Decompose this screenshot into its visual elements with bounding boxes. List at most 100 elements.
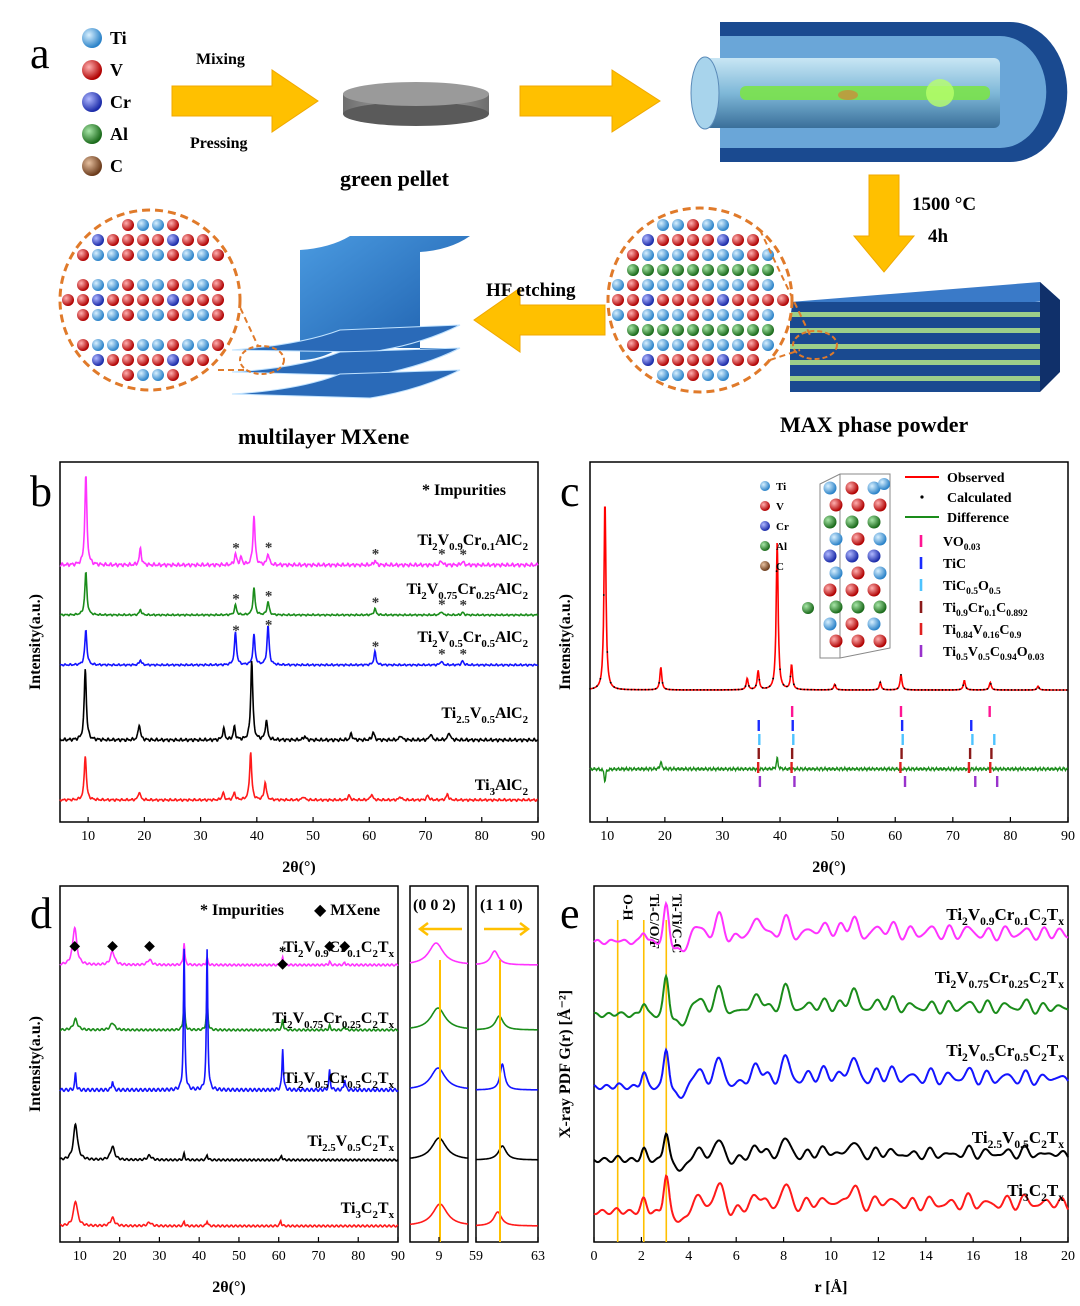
green-pellet-label: green pellet xyxy=(340,166,450,191)
calculated-point xyxy=(744,685,747,688)
calculated-point xyxy=(810,688,813,691)
calculated-point xyxy=(837,688,840,691)
panel-b-xlabel: 2θ(°) xyxy=(282,859,315,876)
impurity-mark: * xyxy=(438,597,446,613)
panel-d-xtick-label: 40 xyxy=(192,1249,206,1264)
temperature-label: 1500 °C xyxy=(912,194,976,215)
calculated-point xyxy=(1014,689,1016,691)
panel-b-series-2 xyxy=(59,625,539,668)
panel-c-ylabel: Intensity(a.u.) xyxy=(557,594,574,690)
panel-b-series-0 xyxy=(59,476,539,568)
calculated-point xyxy=(775,570,778,573)
yellow-arrow-icon xyxy=(171,69,319,133)
reference-label-0: O-H xyxy=(620,894,635,921)
calculated-point xyxy=(844,688,847,691)
panel-e-series-0 xyxy=(593,900,1069,953)
heating-arrow: 1500 °C 4h xyxy=(852,174,976,273)
mxene-marker-icon: ◆ xyxy=(324,939,335,954)
panel-c-xtick-label: 80 xyxy=(1003,829,1017,844)
calculated-point xyxy=(623,688,626,691)
calculated-point xyxy=(696,688,699,691)
mxene-marker-icon: ◆ xyxy=(107,939,118,954)
calculated-point xyxy=(609,681,612,684)
calculated-point xyxy=(1065,689,1068,691)
calculated-point xyxy=(678,688,681,691)
crystal-structure-inset: Ti V Cr Al C xyxy=(760,473,891,659)
zoom-110-label: (1 1 0) xyxy=(480,897,523,914)
panel-e-series-label-1: Ti2​V0.75​Cr0.25​C2​Tx​ xyxy=(935,968,1065,991)
impurity-mark: * xyxy=(232,592,240,608)
element-label-c: C xyxy=(110,156,123,176)
legend-observed: Observed xyxy=(947,471,1005,486)
impurity-mark: * xyxy=(232,540,240,556)
calculated-point xyxy=(955,688,958,691)
panel-b-xtick-label: 70 xyxy=(419,829,433,844)
panel-d-series-label-4: Ti3​C2​Tx​ xyxy=(341,1200,395,1221)
calculated-point xyxy=(969,688,971,691)
panel-e-xtick-label: 20 xyxy=(1061,1249,1075,1264)
calculated-point xyxy=(765,686,768,689)
panel-d-mxene-note: ◆ MXene xyxy=(314,902,380,919)
calculated-point xyxy=(889,688,892,691)
calculated-point xyxy=(720,688,723,691)
calculated-point xyxy=(630,688,633,691)
calculated-point xyxy=(672,688,674,691)
calculated-point xyxy=(779,668,781,671)
panel-c-xtick-label: 40 xyxy=(773,829,787,844)
calculated-point xyxy=(768,685,771,688)
calculated-point xyxy=(761,686,764,689)
panel-e-series-label-2: Ti2​V0.5​Cr0.5​C2​Tx​ xyxy=(946,1041,1064,1064)
calculated-point xyxy=(872,688,875,691)
impurity-mark: * xyxy=(372,595,380,611)
calculated-point xyxy=(1024,689,1027,691)
panel-label-a: a xyxy=(30,29,50,78)
calculated-point xyxy=(589,687,591,690)
panel-e-series-4 xyxy=(593,1174,1069,1223)
calculated-point xyxy=(792,683,795,686)
panel-b-xtick-label: 90 xyxy=(531,829,545,844)
al-sphere-icon xyxy=(760,541,770,551)
panel-d-main-frame xyxy=(59,885,399,1243)
calculated-point xyxy=(748,685,750,687)
mxene-marker-icon: ◆ xyxy=(277,957,288,972)
calculated-point xyxy=(851,689,854,691)
panel-d-series-3 xyxy=(59,1122,399,1162)
calculated-point xyxy=(782,683,785,686)
panel-e-xtick-label: 8 xyxy=(780,1249,787,1264)
calculated-point xyxy=(1052,689,1054,691)
calculated-point xyxy=(772,677,775,680)
calculated-point xyxy=(868,688,871,691)
calculated-point xyxy=(827,688,830,691)
calculated-point xyxy=(917,689,920,691)
calculated-point xyxy=(1021,689,1023,691)
inset-label-al: Al xyxy=(776,541,787,553)
element-label-cr: Cr xyxy=(110,92,131,112)
calculated-point xyxy=(685,688,688,691)
calculated-point xyxy=(1041,688,1044,691)
c-sphere-icon xyxy=(82,156,102,176)
impurity-mark: * xyxy=(459,598,467,614)
inset-label-ti: Ti xyxy=(776,481,786,493)
panel-d-xtick-label: 10 xyxy=(73,1249,87,1264)
calculated-point xyxy=(903,687,906,690)
panel-e-series-label-4: Ti3​C2​Tx​ xyxy=(1007,1181,1064,1204)
panel-b-series-label-1: Ti2​V0.75​Cr0.25​AlC2​ xyxy=(406,581,528,602)
calculated-point xyxy=(713,688,716,691)
inset-label-v: V xyxy=(776,501,784,513)
calculated-point xyxy=(1027,689,1030,691)
panel-c-xtick-label: 90 xyxy=(1061,829,1075,844)
phase-label-1: TiC xyxy=(943,557,966,572)
calculated-point xyxy=(730,688,733,691)
calculated-point xyxy=(599,677,602,680)
calculated-point xyxy=(1034,688,1037,691)
calculated-point xyxy=(806,688,809,691)
calculated-point xyxy=(855,689,857,691)
phase-label-2: TiC0.5​O0.5​ xyxy=(943,579,1001,597)
calculated-point xyxy=(737,688,740,691)
impurity-mark: * xyxy=(438,546,446,562)
inset-label-cr: Cr xyxy=(776,521,789,533)
zoom-110-series-1 xyxy=(475,1015,538,1031)
panel-d-ylabel: Intensity(a.u.) xyxy=(27,1016,44,1112)
